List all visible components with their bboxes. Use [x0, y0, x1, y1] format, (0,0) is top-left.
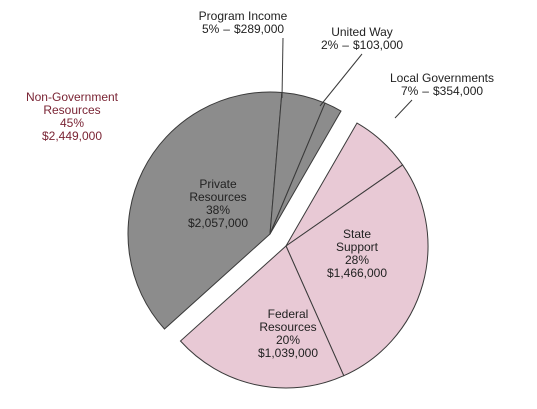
- group-label: Non-Government Resources 45% $2,449,000: [26, 90, 119, 143]
- slice-value-label: 2% – $103,000: [321, 38, 403, 52]
- pie-slice: [285, 164, 429, 377]
- slice-label-line: 38%: [206, 203, 230, 217]
- slice-label: United Way: [331, 25, 393, 39]
- slice-label: Private Resources 38% $2,057,000: [188, 177, 248, 230]
- slice-label-line: Resources: [189, 190, 246, 204]
- slice-label-line: Federal: [268, 307, 309, 321]
- pie-slice: [127, 91, 283, 330]
- value-label: 5%: [202, 22, 220, 36]
- group-label-line: 45%: [60, 116, 84, 130]
- slice-label-line: Private: [199, 177, 237, 191]
- group-label-line: Non-Government: [26, 90, 119, 104]
- slice-label-line: Support: [336, 240, 379, 254]
- slice-label-line: State: [343, 227, 371, 241]
- slice-label-line: Local Governments: [390, 71, 494, 85]
- slice-label-line: 20%: [276, 333, 300, 347]
- pie-slice: [179, 245, 345, 389]
- slice-label-line: Resources: [259, 320, 316, 334]
- leader-line: [281, 37, 284, 99]
- group-label-line: Resources: [43, 103, 100, 117]
- separator: –: [422, 84, 429, 98]
- value-label: 7%: [401, 84, 419, 98]
- group-label-line: $2,449,000: [42, 129, 102, 143]
- separator: –: [223, 22, 230, 36]
- slice-value-label: 7% – $354,000: [401, 84, 483, 98]
- leader-line: [319, 53, 363, 107]
- slice-label-line: $1,466,000: [327, 266, 387, 280]
- slice-label: Local Governments: [390, 71, 494, 85]
- slice-label-line: Program Income: [199, 9, 288, 23]
- slice-label-line: $1,039,000: [258, 346, 318, 360]
- leader-line: [394, 99, 413, 119]
- pie-slice: [269, 102, 342, 235]
- amount-label: $289,000: [234, 22, 284, 36]
- separator: –: [342, 38, 349, 52]
- slice-label-line: 28%: [345, 253, 369, 267]
- slice-label: Federal Resources 20% $1,039,000: [258, 307, 318, 360]
- slice-label: Program Income: [199, 9, 288, 23]
- slice-label-line: $2,057,000: [188, 216, 248, 230]
- slice-value-label: 5% – $289,000: [202, 22, 284, 36]
- slice-label-line: United Way: [331, 25, 393, 39]
- amount-label: $354,000: [433, 84, 483, 98]
- amount-label: $103,000: [353, 38, 403, 52]
- value-label: 2%: [321, 38, 339, 52]
- slice-label: State Support 28% $1,466,000: [327, 227, 387, 280]
